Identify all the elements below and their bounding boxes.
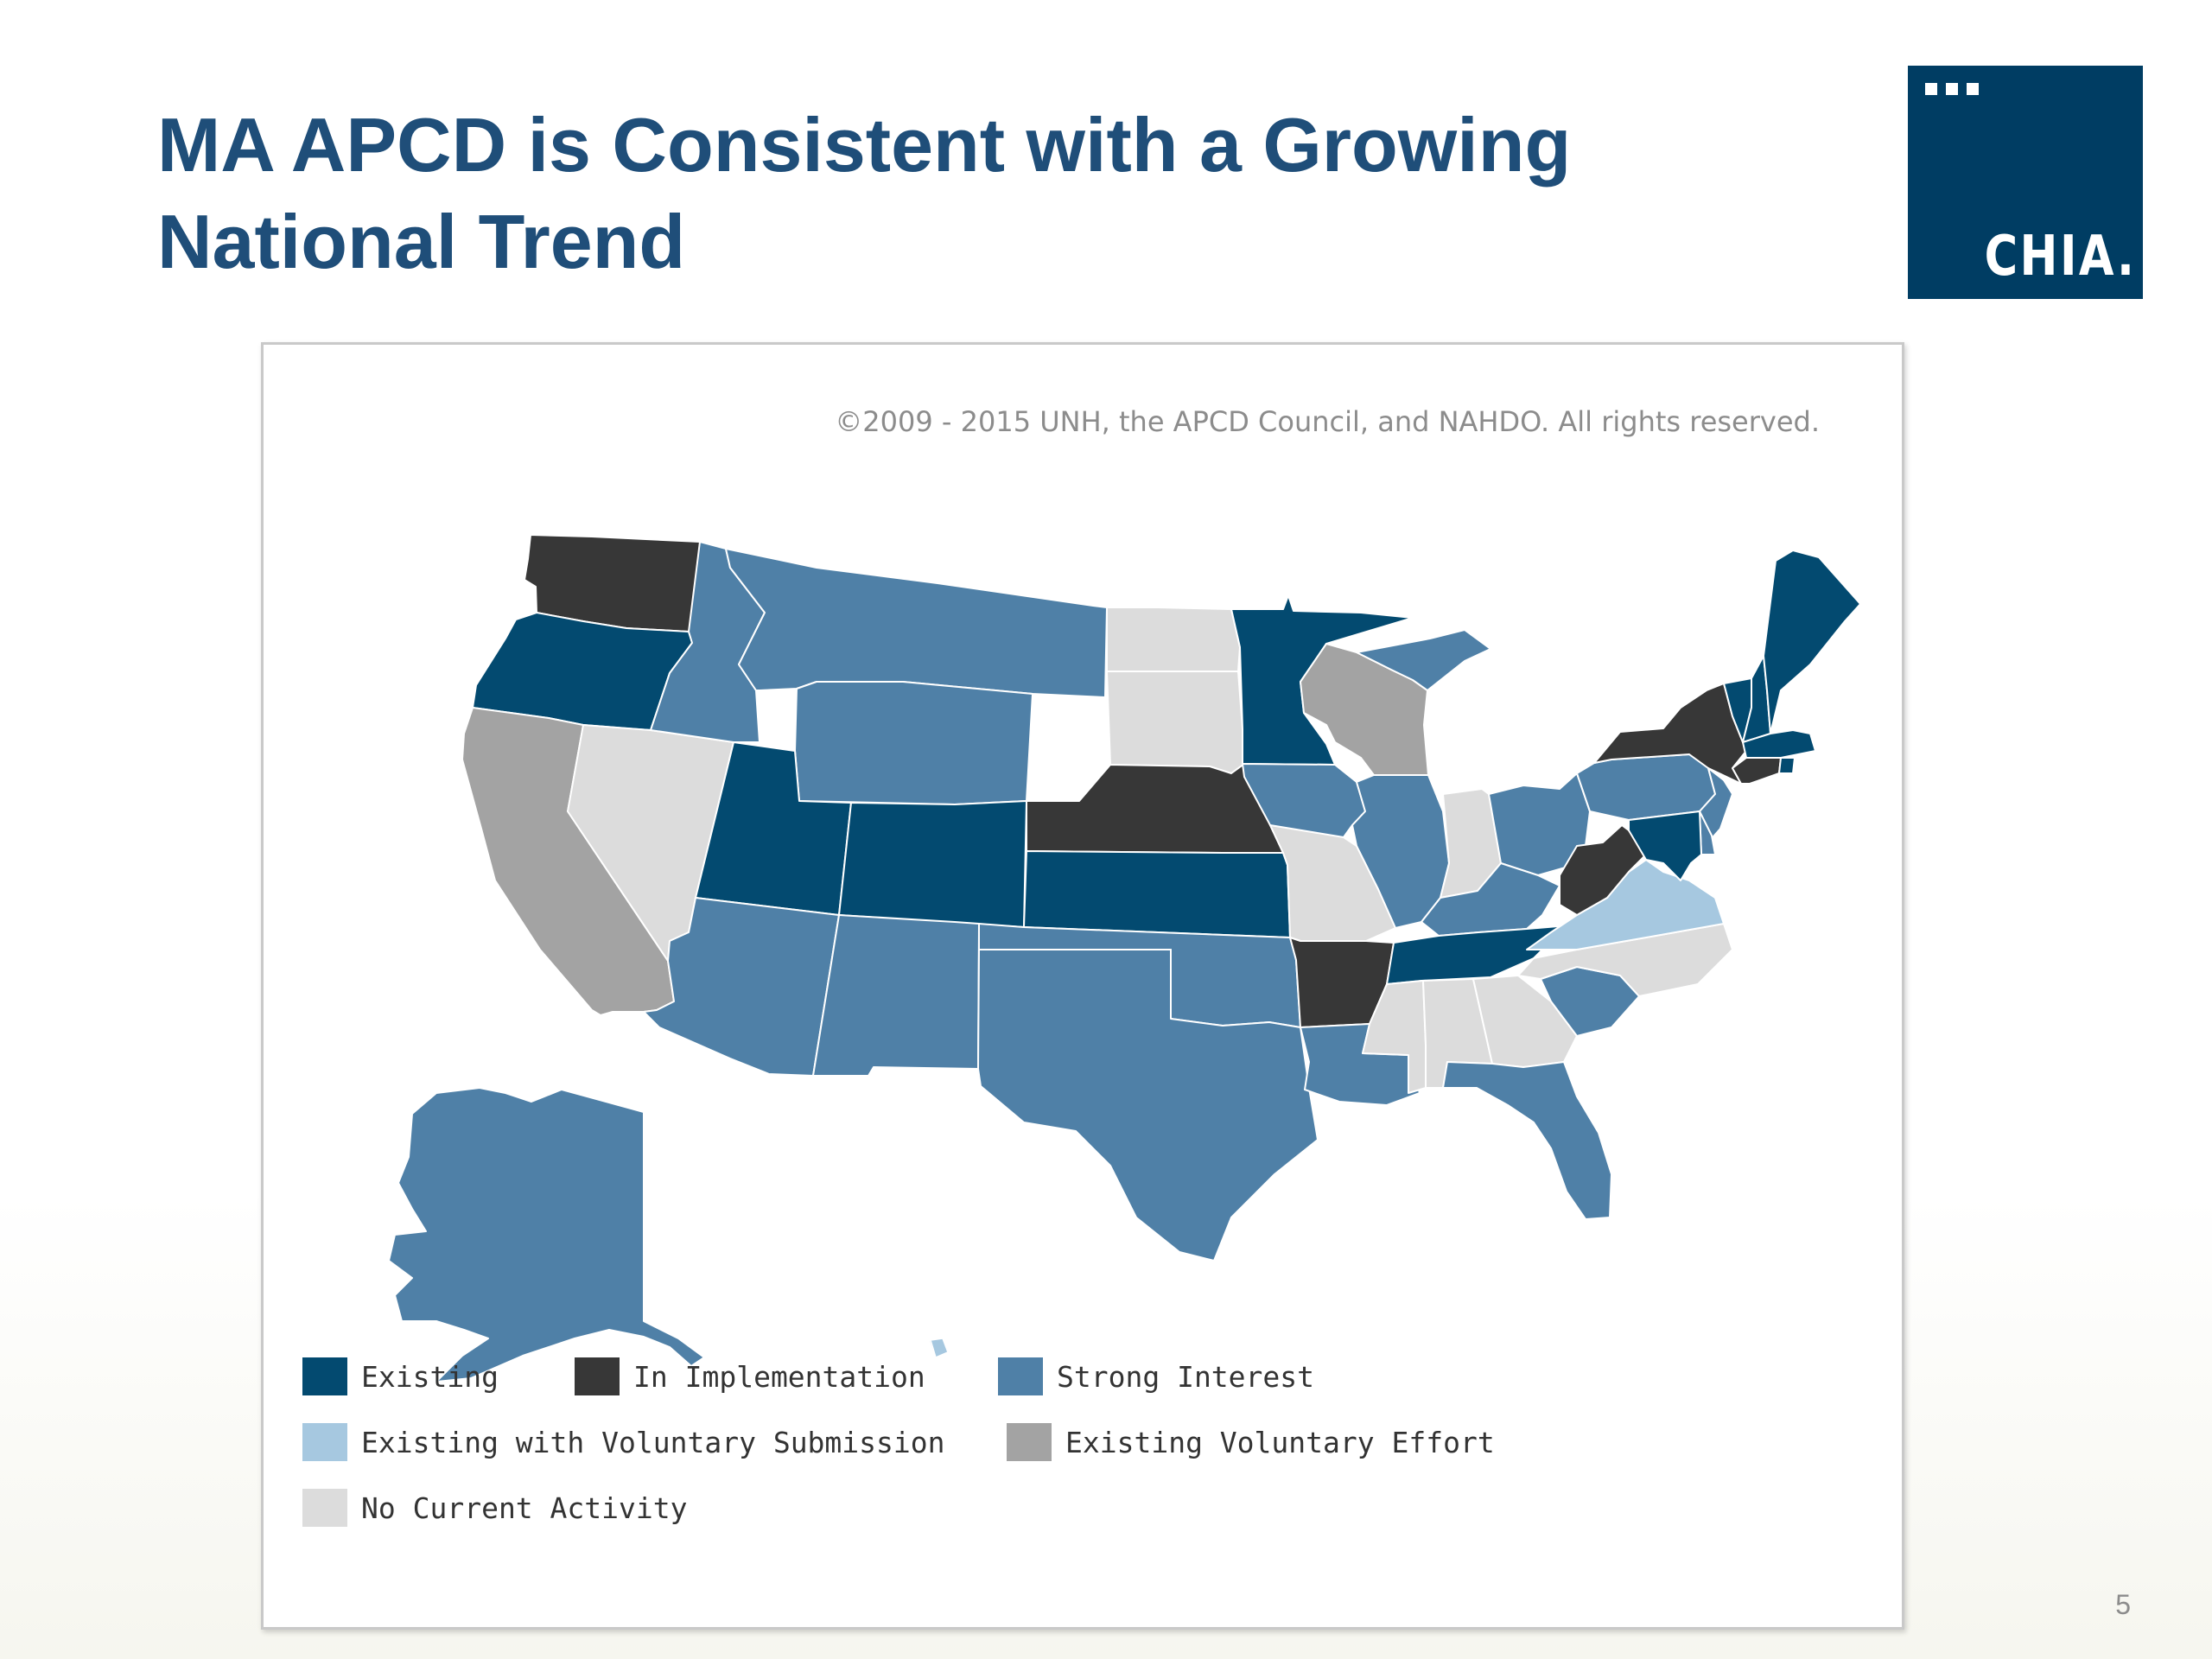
slide-title: MA APCD is Consistent with a Growing Nat… xyxy=(157,97,1799,290)
legend-label-no-activity: No Current Activity xyxy=(361,1491,688,1525)
slide-title-line-1: MA APCD is Consistent with a Growing xyxy=(157,102,1572,188)
state-ks xyxy=(1023,850,1291,938)
legend-swatch-voluntary-submission xyxy=(302,1423,347,1461)
legend-label-existing: Existing xyxy=(361,1359,499,1394)
state-nj xyxy=(1699,767,1733,845)
state-ia xyxy=(1242,763,1366,840)
legend-swatch-in-implementation xyxy=(575,1357,620,1395)
state-ct xyxy=(1732,757,1782,785)
legend-swatch-voluntary-effort xyxy=(1007,1423,1052,1461)
state-sd xyxy=(1106,671,1245,774)
state-ak xyxy=(388,1087,705,1382)
state-tx xyxy=(977,949,1319,1262)
legend-strong-interest: Strong Interest xyxy=(998,1357,1314,1395)
legend-label-voluntary-submission: Existing with Voluntary Submission xyxy=(361,1425,945,1459)
state-fl xyxy=(1442,1061,1612,1220)
legend-voluntary-submission: Existing with Voluntary Submission xyxy=(302,1423,945,1461)
state-wy xyxy=(794,681,1033,805)
state-co xyxy=(838,800,1027,928)
page-number: 5 xyxy=(2115,1589,2131,1620)
state-md xyxy=(1628,810,1702,881)
legend-no-activity: No Current Activity xyxy=(302,1489,688,1527)
legend-label-voluntary-effort: Existing Voluntary Effort xyxy=(1065,1425,1495,1459)
state-nd xyxy=(1106,607,1241,672)
legend-in-implementation: In Implementation xyxy=(575,1357,925,1395)
state-pa xyxy=(1576,753,1716,821)
legend-swatch-strong-interest xyxy=(998,1357,1043,1395)
state-nm xyxy=(812,914,980,1077)
state-hi-island xyxy=(930,1338,949,1359)
logo-text: CHIA. xyxy=(1984,225,2136,289)
state-me xyxy=(1763,550,1861,734)
legend-existing: Existing xyxy=(302,1357,499,1395)
logo-dots-icon xyxy=(1925,83,1987,99)
apcd-map-panel: ©2009 - 2015 UNH, the APCD Council, and … xyxy=(261,342,1904,1630)
map-copyright: ©2009 - 2015 UNH, the APCD Council, and … xyxy=(835,405,1820,438)
state-mt xyxy=(725,548,1108,698)
legend-voluntary-effort: Existing Voluntary Effort xyxy=(1007,1423,1495,1461)
legend-swatch-existing xyxy=(302,1357,347,1395)
us-states-map xyxy=(388,534,1861,1382)
legend-label-strong-interest: Strong Interest xyxy=(1057,1359,1315,1394)
slide-title-line-2: National Trend xyxy=(157,199,686,284)
chia-logo: CHIA. xyxy=(1908,66,2143,299)
state-mi xyxy=(1356,629,1491,691)
legend-swatch-no-activity xyxy=(302,1489,347,1527)
legend-label-in-implementation: In Implementation xyxy=(633,1359,925,1394)
state-ri xyxy=(1778,757,1796,774)
